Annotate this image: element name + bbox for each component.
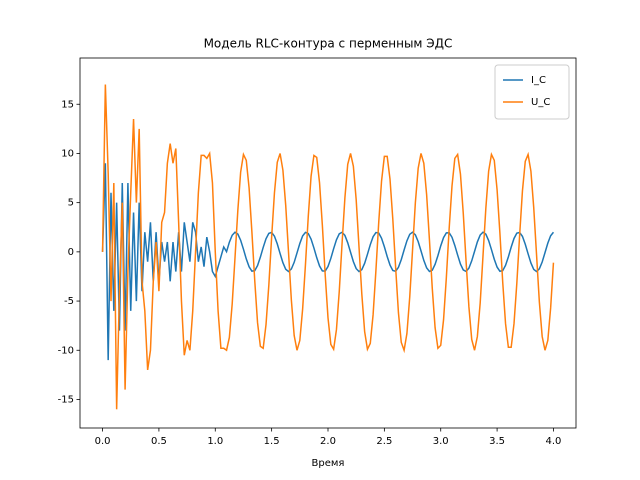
y-tick-label: -15 bbox=[58, 394, 74, 405]
x-axis-label: Время bbox=[312, 458, 345, 469]
x-tick-label: 4.0 bbox=[546, 436, 562, 447]
x-tick-label: 3.0 bbox=[433, 436, 449, 447]
plot-frame bbox=[79, 57, 577, 429]
x-tick-label: 1.0 bbox=[207, 436, 223, 447]
y-tick-label: 5 bbox=[68, 198, 74, 209]
legend: I_C U_C bbox=[494, 64, 570, 120]
x-tick-label: 0.5 bbox=[151, 436, 167, 447]
x-tick-label: 2.5 bbox=[376, 436, 392, 447]
x-tick-label: 2.0 bbox=[320, 436, 336, 447]
y-tick-label: 10 bbox=[61, 148, 74, 159]
x-tick-label: 0.0 bbox=[95, 436, 111, 447]
y-tick-label: 15 bbox=[61, 99, 74, 110]
legend-label: I_C bbox=[531, 75, 546, 86]
y-tick-label: 0 bbox=[68, 247, 74, 258]
x-tick-label: 1.5 bbox=[264, 436, 280, 447]
x-tick-label: 3.5 bbox=[489, 436, 505, 447]
y-tick-label: -5 bbox=[64, 296, 74, 307]
series-line bbox=[101, 163, 555, 361]
series-line bbox=[101, 84, 555, 410]
chart-title: Модель RLC-контура с перменным ЭДС bbox=[204, 37, 453, 51]
legend-box bbox=[494, 64, 570, 120]
y-tick-label: -10 bbox=[58, 345, 74, 356]
legend-label: U_C bbox=[531, 97, 550, 108]
